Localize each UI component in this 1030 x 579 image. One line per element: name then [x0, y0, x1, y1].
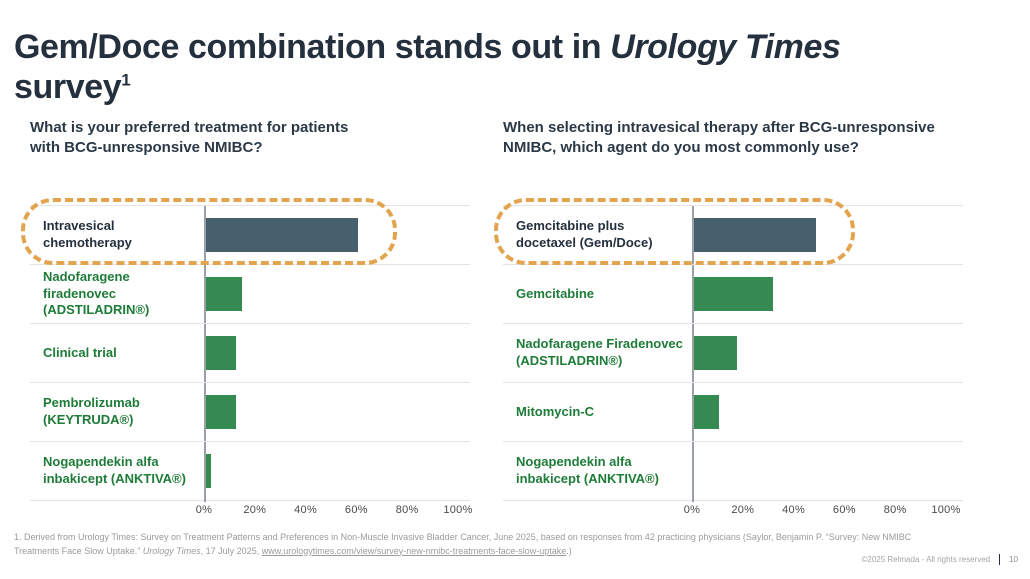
- title-text: Gem/Doce combination stands out in: [14, 27, 611, 66]
- bar-track: [204, 265, 470, 323]
- left-x-axis: 0% 20% 40% 60% 80% 100%: [30, 504, 473, 520]
- category-label: Nadofaragene Firadenovec (ADSTILADRIN®): [516, 336, 683, 368]
- chart-row: Nadofaragene Firadenovec (ADSTILADRIN®): [503, 324, 963, 383]
- bar-track: [204, 383, 470, 441]
- chart-row: Gemcitabine: [503, 265, 963, 324]
- chart-row: Mitomycin-C: [503, 383, 963, 442]
- left-axis-tick-mark: [204, 496, 206, 502]
- title-italic-text: Urology Times: [610, 27, 841, 66]
- chart-row: Nadofaragene firadenovec (ADSTILADRIN®): [30, 265, 470, 324]
- bar: [206, 277, 242, 311]
- bar: [694, 277, 773, 311]
- x-axis-tick-label: 0%: [195, 504, 213, 516]
- category-label: Nogapendekin alfa inbakicept (ANKTIVA®): [516, 454, 659, 486]
- bar: [206, 454, 212, 488]
- right-x-axis: 0% 20% 40% 60% 80% 100%: [503, 504, 963, 520]
- x-axis-tick-label: 100%: [443, 504, 473, 516]
- footnote-text-3: .): [566, 545, 572, 556]
- category-label: Clinical trial: [43, 344, 117, 360]
- category-label: Pembrolizumab (KEYTRUDA®): [43, 395, 140, 427]
- bar-track: [204, 324, 470, 382]
- footnote: 1. Derived from Urology Times: Survey on…: [14, 531, 924, 558]
- x-axis-tick-label: 60%: [344, 504, 368, 516]
- bar: [694, 395, 720, 429]
- bar: [694, 218, 816, 252]
- footnote-italic-text: Urology Times: [142, 545, 201, 556]
- footnote-text: 1. Derived from Urology Times: Survey on…: [14, 532, 912, 556]
- footnote-link[interactable]: www.urologytimes.com/view/survey-new-nmi…: [261, 545, 567, 556]
- footer-divider: [999, 554, 1001, 565]
- bar: [694, 336, 738, 370]
- x-axis-tick-label: 0%: [683, 504, 701, 516]
- x-axis-tick-label: 80%: [883, 504, 907, 516]
- x-axis-tick-label: 40%: [782, 504, 806, 516]
- footnote-text-2: , 17 July 2025,: [200, 545, 262, 556]
- bar: [206, 395, 237, 429]
- left-chart-question: What is your preferred treatment for pat…: [30, 119, 349, 157]
- bar-track: [692, 206, 963, 264]
- title-footnote-marker: 1: [121, 70, 131, 90]
- left-bar-chart: What is your preferred treatment for pat…: [21, 118, 472, 516]
- bar: [206, 336, 237, 370]
- page-number: 10: [1009, 555, 1018, 564]
- left-chart-plot-area: Intravesical chemotherapy Nadofaragene fi…: [30, 205, 470, 501]
- x-axis-tick-label: 100%: [931, 504, 961, 516]
- x-axis-tick-label: 40%: [294, 504, 318, 516]
- x-axis-tick-label: 20%: [731, 504, 755, 516]
- bar-track: [692, 324, 963, 382]
- title-text-2: survey: [14, 67, 122, 106]
- chart-row: Clinical trial: [30, 324, 470, 383]
- right-bar-chart: When selecting intravesical therapy afte…: [494, 118, 963, 516]
- bar-track: [204, 206, 470, 264]
- chart-row: Intravesical chemotherapy: [30, 206, 470, 265]
- right-chart-plot-area: Gemcitabine plus docetaxel (Gem/Doce) Gem…: [503, 205, 963, 501]
- category-label: Mitomycin-C: [516, 403, 594, 419]
- x-axis-tick-label: 80%: [395, 504, 419, 516]
- bar-track: [692, 442, 963, 500]
- right-chart-question: When selecting intravesical therapy afte…: [503, 119, 935, 157]
- category-label: Nadofaragene firadenovec (ADSTILADRIN®): [43, 268, 150, 318]
- bar-track: [204, 442, 470, 500]
- chart-row: Gemcitabine plus docetaxel (Gem/Doce): [503, 206, 963, 265]
- x-axis-tick-label: 20%: [243, 504, 267, 516]
- category-label: Gemcitabine plus docetaxel (Gem/Doce): [516, 218, 653, 250]
- bar-track: [692, 265, 963, 323]
- chart-row: Nogapendekin alfa inbakicept (ANKTIVA®): [503, 442, 963, 501]
- x-axis-tick-label: 60%: [832, 504, 856, 516]
- chart-row: Pembrolizumab (KEYTRUDA®): [30, 383, 470, 442]
- bar: [206, 218, 359, 252]
- bar-track: [692, 383, 963, 441]
- slide-title: Gem/Doce combination stands out in Urolo…: [14, 27, 894, 107]
- copyright-text: ©2025 Relmada - All rights reserved: [861, 555, 991, 564]
- right-axis-tick-mark: [692, 496, 694, 502]
- category-label: Nogapendekin alfa inbakicept (ANKTIVA®): [43, 454, 186, 486]
- category-label: Gemcitabine: [516, 285, 595, 301]
- chart-row: Nogapendekin alfa inbakicept (ANKTIVA®): [30, 442, 470, 501]
- slide-footer: ©2025 Relmada - All rights reserved 10: [861, 554, 1018, 565]
- category-label: Intravesical chemotherapy: [43, 218, 132, 250]
